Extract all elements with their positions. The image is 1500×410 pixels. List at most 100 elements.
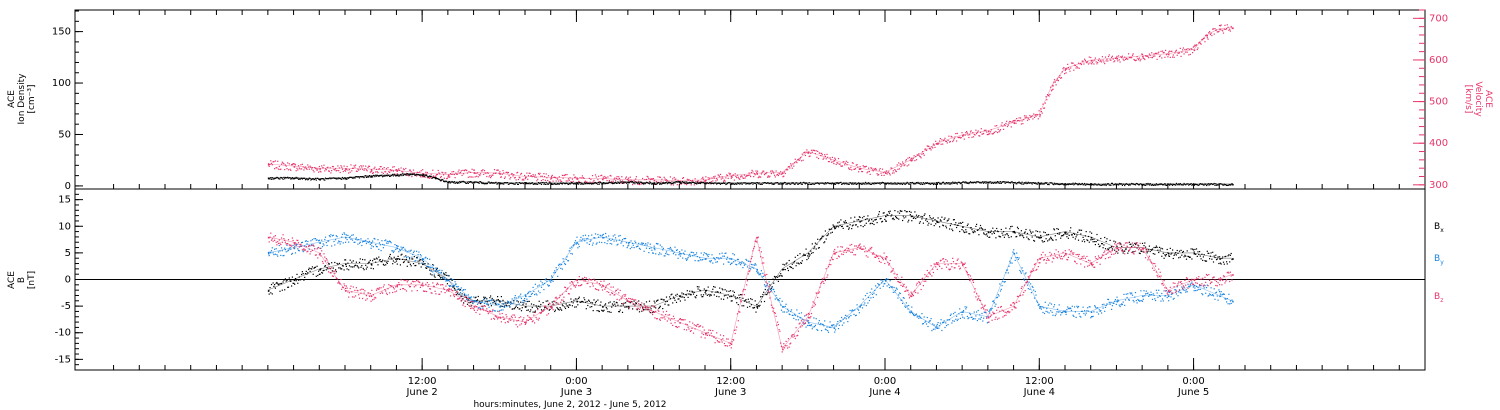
velocity-series-point <box>1040 110 1042 113</box>
series-by-point <box>294 245 296 247</box>
series-by-point <box>428 266 430 268</box>
series-bx-point <box>516 300 518 302</box>
density-series-point <box>1042 183 1044 185</box>
density-series-point <box>878 182 880 184</box>
velocity-series-point <box>888 173 891 175</box>
series-by-point <box>588 243 590 245</box>
velocity-series-point <box>447 175 449 178</box>
series-bx-point <box>355 264 357 266</box>
density-series-point <box>941 182 943 185</box>
velocity-series-point <box>864 166 866 168</box>
series-by-point <box>413 250 415 252</box>
series-bx-point <box>1187 255 1189 257</box>
series-by-point <box>367 238 369 240</box>
velocity-series-point <box>842 161 844 163</box>
series-by-point <box>479 302 481 304</box>
velocity-series-point <box>831 161 833 163</box>
density-series-point <box>792 182 794 184</box>
series-bx-point <box>409 257 411 259</box>
density-series-point <box>959 182 961 184</box>
density-series-point <box>877 182 879 184</box>
density-series-point <box>1228 184 1230 186</box>
series-by-point <box>683 253 685 255</box>
velocity-series-point <box>778 172 780 174</box>
series-bx-point <box>707 286 709 288</box>
velocity-series-point <box>931 146 933 148</box>
series-bx-point <box>427 263 429 265</box>
series-bx-point <box>1010 236 1012 238</box>
series-by-point <box>480 307 482 309</box>
velocity-series-point <box>1123 59 1125 62</box>
series-by-point <box>849 309 851 312</box>
series-by-point <box>712 262 714 264</box>
series-bx-point <box>1190 248 1192 250</box>
density-series-point <box>1056 183 1058 185</box>
series-by-point <box>461 295 463 297</box>
series-bx-point <box>992 227 994 229</box>
velocity-series-point <box>888 171 890 173</box>
series-bx-point <box>912 217 914 219</box>
series-by-point <box>638 247 641 249</box>
series-by-point <box>741 261 743 263</box>
series-by-point <box>689 253 691 255</box>
velocity-series-point <box>794 158 796 160</box>
velocity-series-point <box>432 169 434 171</box>
series-bx-point <box>561 309 563 311</box>
velocity-series-point <box>1019 120 1021 122</box>
velocity-series-point <box>1011 121 1013 123</box>
series-bx-point <box>513 299 515 302</box>
series-by-point <box>575 243 577 245</box>
density-series-point <box>804 183 806 185</box>
series-by-point <box>386 240 388 242</box>
velocity-series-point <box>457 171 459 173</box>
series-bx-point <box>597 299 599 301</box>
series-bx-point <box>494 302 496 304</box>
velocity-series-point <box>327 166 329 168</box>
series-by-point <box>270 250 273 252</box>
series-by-point <box>295 243 297 245</box>
velocity-series-point <box>439 176 442 179</box>
velocity-series-point <box>919 156 921 158</box>
density-series-point <box>1222 184 1225 186</box>
series-bx-point <box>497 299 499 301</box>
series-bx-point <box>918 222 921 224</box>
series-bx-point <box>382 263 384 265</box>
series-by-point <box>773 291 776 293</box>
density-series-point <box>1211 183 1213 185</box>
velocity-series-point <box>395 169 397 171</box>
series-bx-point <box>765 293 767 296</box>
series-bx-point <box>1080 233 1082 235</box>
series-bx-point <box>960 222 962 224</box>
density-series-point <box>1206 183 1208 185</box>
velocity-series-point <box>823 157 825 159</box>
density-series-point <box>1079 183 1081 186</box>
series-by-point <box>497 303 499 305</box>
velocity-series-point <box>405 167 407 170</box>
density-series-datapoint <box>370 175 373 178</box>
density-series-point <box>937 181 939 184</box>
series-bx-point <box>569 304 571 306</box>
series-bx-point <box>942 225 945 227</box>
density-series-point <box>1114 183 1117 185</box>
density-series-point <box>1032 182 1034 184</box>
density-series-point <box>1026 183 1028 185</box>
velocity-series-point <box>410 171 412 173</box>
density-series-point <box>377 175 379 177</box>
density-series-point <box>846 183 848 185</box>
series-bx-datapoint <box>1219 258 1221 260</box>
velocity-series-point <box>530 175 532 177</box>
velocity-series-point <box>1201 38 1203 41</box>
velocity-series-point <box>860 168 862 170</box>
series-bx-point <box>1165 253 1167 256</box>
series-by-point <box>415 260 417 262</box>
density-series-point <box>1190 183 1192 185</box>
velocity-series-point <box>422 169 424 171</box>
velocity-series-point <box>581 177 583 179</box>
density-series-point <box>277 177 279 179</box>
density-series-point <box>1168 183 1170 185</box>
series-bx-point <box>675 294 677 296</box>
series-bx-point <box>1026 232 1029 235</box>
series-by-point <box>320 247 322 249</box>
density-series-point <box>1059 183 1061 185</box>
velocity-series-point <box>277 168 280 170</box>
